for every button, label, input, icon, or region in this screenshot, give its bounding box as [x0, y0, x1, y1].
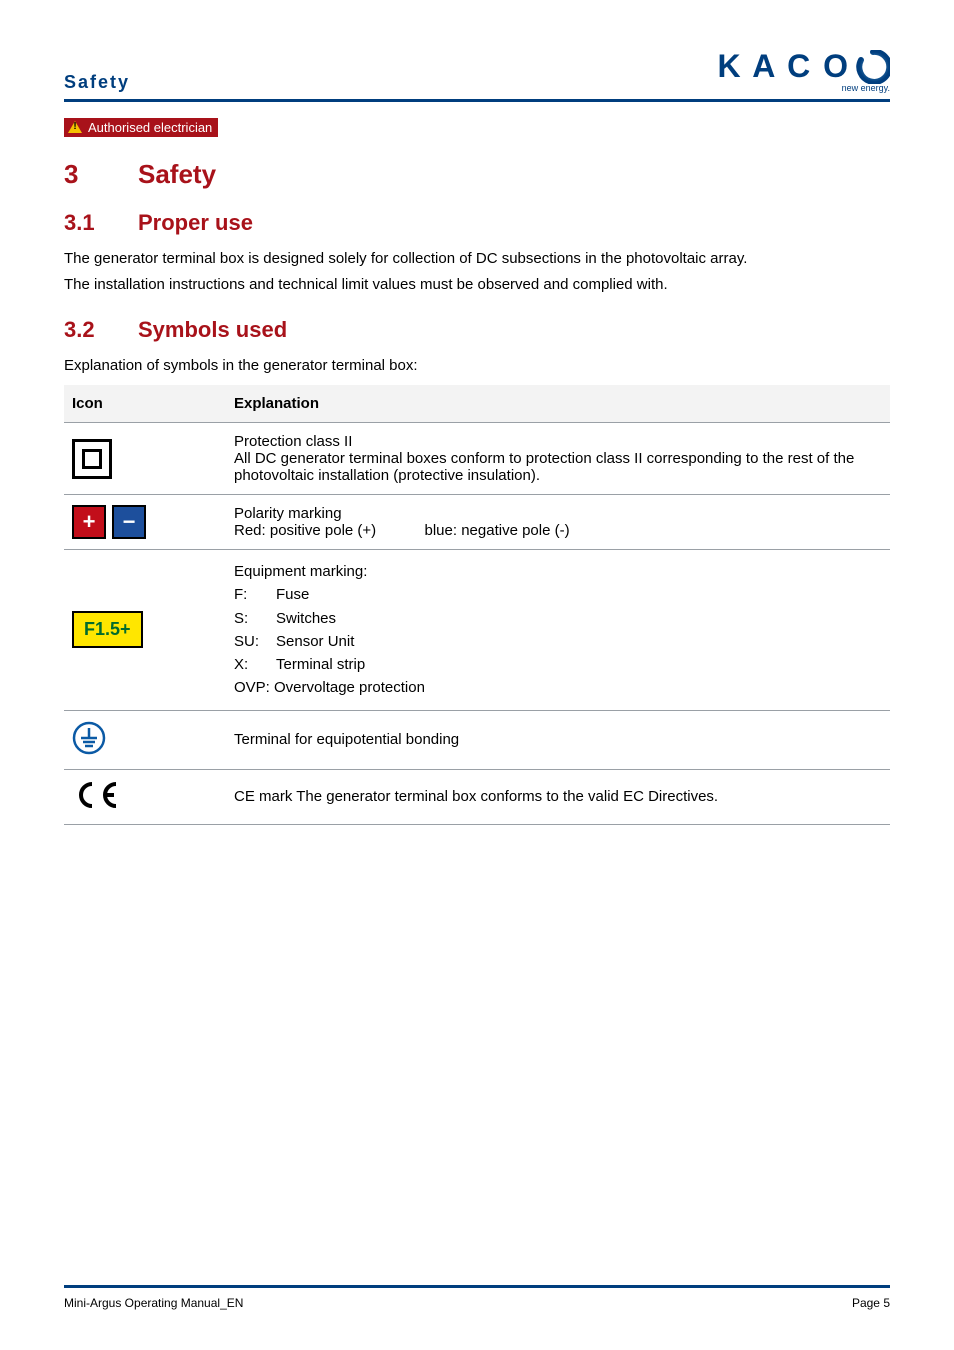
row4-text: Terminal for equipotential bonding: [234, 710, 890, 769]
brand-logo: K A C O new energy.: [717, 48, 890, 93]
table-row: F1.5+ Equipment marking: F:Fuse S:Switch…: [64, 550, 890, 711]
header-section-label: Safety: [64, 72, 130, 93]
row2-pos: Red: positive pole (+): [234, 522, 376, 539]
fuse-label-icon: F1.5+: [72, 611, 143, 648]
ce-mark-icon: [72, 797, 120, 814]
col-header-explanation: Explanation: [234, 385, 890, 423]
section-3-title: Safety: [138, 159, 216, 190]
polarity-icons: + −: [72, 505, 226, 539]
def-key: SU:: [234, 630, 276, 653]
section-3-2-title: Symbols used: [138, 317, 287, 343]
negative-pole-icon: −: [112, 505, 146, 539]
section-3-1-number: 3.1: [64, 210, 138, 236]
col-header-icon: Icon: [64, 385, 234, 423]
section-3-number: 3: [64, 159, 138, 190]
section-3-1-title: Proper use: [138, 210, 253, 236]
row2-neg: blue: negative pole (-): [425, 522, 570, 539]
table-row: + − Polarity marking Red: positive pole …: [64, 495, 890, 550]
def-val: Switches: [276, 607, 336, 630]
table-row: Protection class II All DC generator ter…: [64, 423, 890, 495]
protection-class-ii-icon: [72, 439, 112, 479]
footer-left: Mini-Argus Operating Manual_EN: [64, 1296, 243, 1310]
section-3-heading: 3 Safety: [64, 159, 890, 190]
badge-text: Authorised electrician: [88, 120, 212, 135]
header-rule: [64, 99, 890, 102]
logo-swirl-icon: [856, 50, 890, 84]
table-row: CE mark The generator terminal box confo…: [64, 769, 890, 824]
table-row: Terminal for equipotential bonding: [64, 710, 890, 769]
s32-intro: Explanation of symbols in the generator …: [64, 355, 890, 378]
def-val: Terminal strip: [276, 653, 365, 676]
row3-ovp: OVP: Overvoltage protection: [234, 676, 882, 699]
section-3-2-number: 3.2: [64, 317, 138, 343]
warning-triangle-icon: !: [68, 121, 82, 133]
s31-paragraph-2: The installation instructions and techni…: [64, 274, 890, 297]
row3-heading: Equipment marking:: [234, 560, 882, 583]
page-footer: Mini-Argus Operating Manual_EN Page 5: [64, 1285, 890, 1310]
equipotential-bonding-icon: [72, 742, 106, 759]
def-key: F:: [234, 583, 276, 606]
footer-right: Page 5: [852, 1296, 890, 1310]
section-3-2-heading: 3.2 Symbols used: [64, 317, 890, 343]
row5-text: CE mark The generator terminal box confo…: [234, 769, 890, 824]
row2-line1: Polarity marking: [234, 505, 882, 522]
row1-line1: Protection class II: [234, 433, 882, 450]
authorised-electrician-badge: ! Authorised electrician: [64, 118, 218, 137]
s31-paragraph-1: The generator terminal box is designed s…: [64, 248, 890, 271]
def-key: S:: [234, 607, 276, 630]
section-3-1-heading: 3.1 Proper use: [64, 210, 890, 236]
row1-line2: All DC generator terminal boxes conform …: [234, 450, 882, 484]
def-val: Fuse: [276, 583, 309, 606]
def-key: X:: [234, 653, 276, 676]
def-val: Sensor Unit: [276, 630, 354, 653]
symbols-table: Icon Explanation Protection class II All…: [64, 385, 890, 825]
positive-pole-icon: +: [72, 505, 106, 539]
logo-text: K A C O: [717, 48, 850, 85]
